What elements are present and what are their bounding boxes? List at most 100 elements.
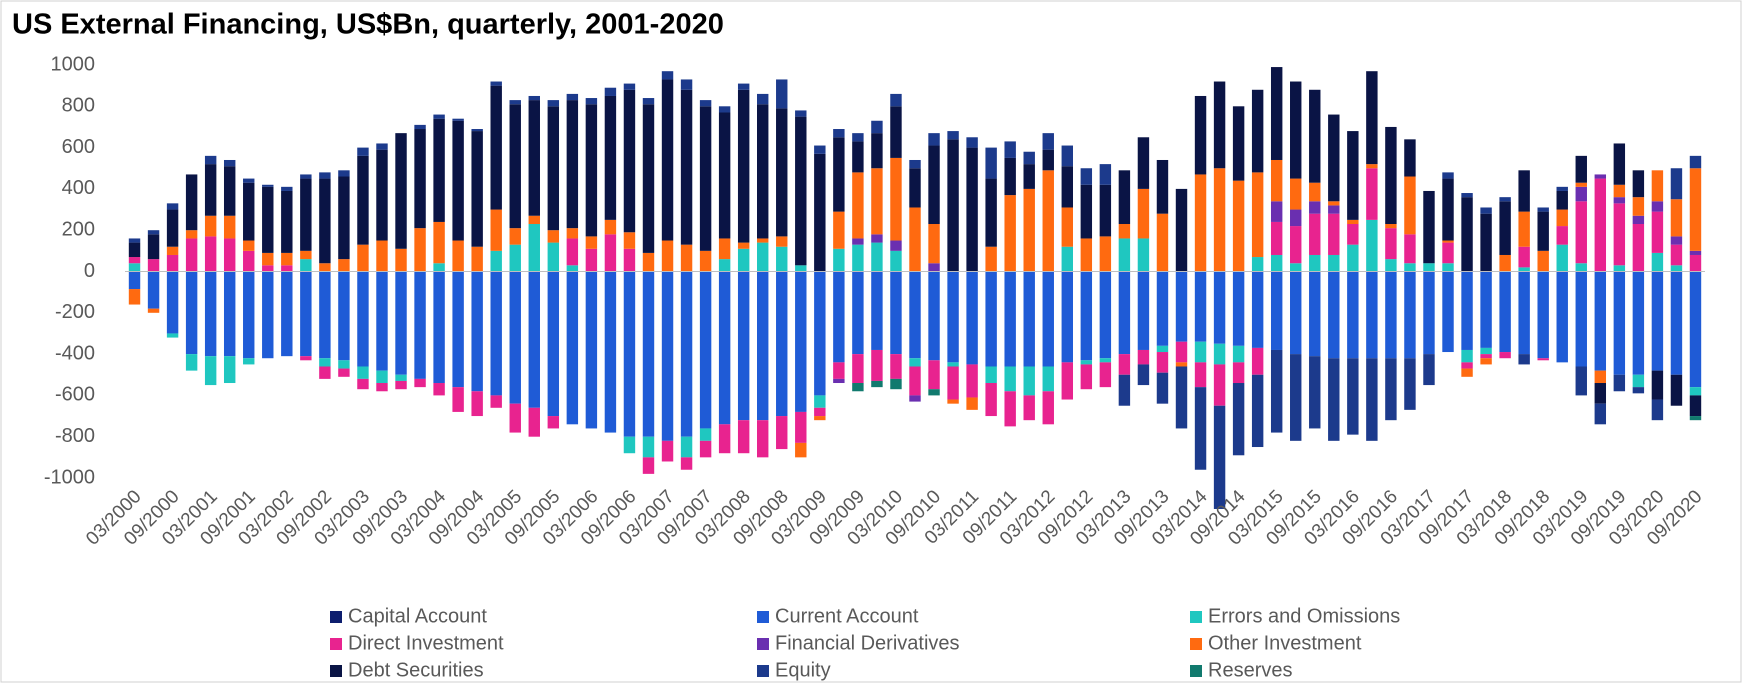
bar-segment: [1575, 271, 1587, 367]
bar-segment: [890, 93, 902, 107]
bar-segment: [1042, 170, 1054, 272]
bar-segment: [1232, 180, 1245, 272]
bar-segment: [452, 240, 464, 272]
bar-segment: [1556, 271, 1568, 363]
bar-segment: [642, 104, 655, 253]
bar-segment: [1651, 370, 1664, 400]
bar-segment: [1175, 366, 1188, 429]
bar-segment: [776, 246, 788, 272]
bar-segment: [1194, 387, 1207, 470]
bar-segment: [776, 236, 788, 247]
bar-segment: [204, 155, 217, 165]
legend-label: Reserves: [1208, 659, 1292, 681]
bar-segment: [223, 215, 236, 239]
bar-segment: [1232, 383, 1245, 456]
bar-segment: [718, 259, 731, 272]
bar-segment: [1328, 213, 1340, 255]
bar-segment: [1651, 170, 1664, 202]
bar-segment: [1023, 271, 1035, 367]
bar-segment: [1632, 271, 1645, 375]
bar-segment: [757, 238, 769, 243]
bar-segment: [623, 232, 636, 249]
bar-segment: [509, 100, 521, 105]
bar-segment: [319, 366, 331, 379]
bar-segment: [814, 395, 826, 408]
bar-segment: [1309, 201, 1321, 214]
bar-segment: [871, 271, 883, 350]
bar-segment: [1670, 199, 1683, 237]
bar-segment: [490, 271, 502, 396]
bar-segment: [1004, 141, 1016, 158]
bar-segment: [1404, 358, 1416, 410]
bar-segment: [1689, 387, 1702, 396]
bar-segment: [795, 110, 807, 117]
bar-segment: [1347, 219, 1359, 225]
bar-segment: [166, 333, 179, 338]
bar-segment: [928, 133, 940, 146]
bar-segment: [1251, 172, 1264, 258]
bar-segment: [928, 145, 940, 225]
bar-segment: [1366, 71, 1378, 165]
bar-segment: [795, 271, 807, 412]
bar-segment: [833, 378, 845, 384]
bar-segment: [262, 186, 274, 253]
bar-segment: [1290, 178, 1302, 210]
legend-label: Current Account: [775, 605, 919, 627]
bar-segment: [452, 118, 464, 121]
bar-segment: [1613, 271, 1626, 375]
bar-segment: [1404, 263, 1416, 272]
legend-label: Debt Securities: [348, 659, 484, 681]
bar-segment: [947, 131, 959, 140]
bar-segment: [1594, 174, 1607, 179]
bar-segment: [737, 89, 750, 243]
bar-segment: [1156, 159, 1169, 214]
bar-segment: [509, 104, 521, 229]
bar-segment: [1613, 265, 1626, 272]
bar-segment: [1232, 345, 1245, 363]
bar-segment: [909, 395, 921, 402]
bar-segment: [1423, 271, 1435, 355]
bar-segment: [1575, 263, 1587, 272]
bar-segment: [128, 271, 141, 290]
bar-segment: [1594, 403, 1607, 425]
bar-segment: [814, 416, 826, 421]
bar-segment: [471, 271, 483, 392]
bar-segment: [604, 271, 617, 433]
bar-segment: [376, 370, 388, 384]
bar-segment: [642, 436, 655, 458]
bar-segment: [1118, 170, 1131, 225]
bar-segment: [890, 378, 902, 390]
bar-segment: [166, 271, 179, 334]
bar-segment: [1213, 271, 1226, 344]
bar-segment: [1632, 197, 1645, 216]
bar-segment: [1632, 374, 1645, 388]
bar-segment: [1613, 197, 1626, 204]
bar-segment: [471, 129, 483, 132]
bar-segment: [1137, 188, 1150, 239]
bar-segment: [699, 428, 712, 441]
bar-segment: [718, 112, 731, 239]
bar-segment: [204, 356, 217, 386]
bar-segment: [1099, 184, 1112, 237]
bar-segment: [1194, 271, 1207, 342]
bar-segment: [1270, 201, 1283, 222]
bar-segment: [585, 248, 598, 272]
bar-segment: [737, 248, 750, 272]
bar-segment: [490, 81, 502, 86]
bar-segment: [1423, 190, 1435, 264]
bar-segment: [528, 100, 540, 216]
bar-segment: [757, 104, 769, 239]
bar-segment: [1594, 271, 1607, 371]
bar-segment: [1556, 209, 1568, 227]
bar-segment: [1023, 366, 1035, 396]
bar-segment: [338, 271, 350, 361]
bar-segment: [1175, 362, 1188, 367]
bar-segment: [414, 271, 426, 379]
bar-segment: [223, 159, 236, 167]
bar-segment: [1366, 164, 1378, 169]
bar-segment: [1175, 271, 1188, 342]
bar-segment: [604, 219, 617, 235]
bar-segment: [262, 252, 274, 266]
bar-segment: [966, 271, 978, 365]
bar-segment: [376, 143, 388, 150]
